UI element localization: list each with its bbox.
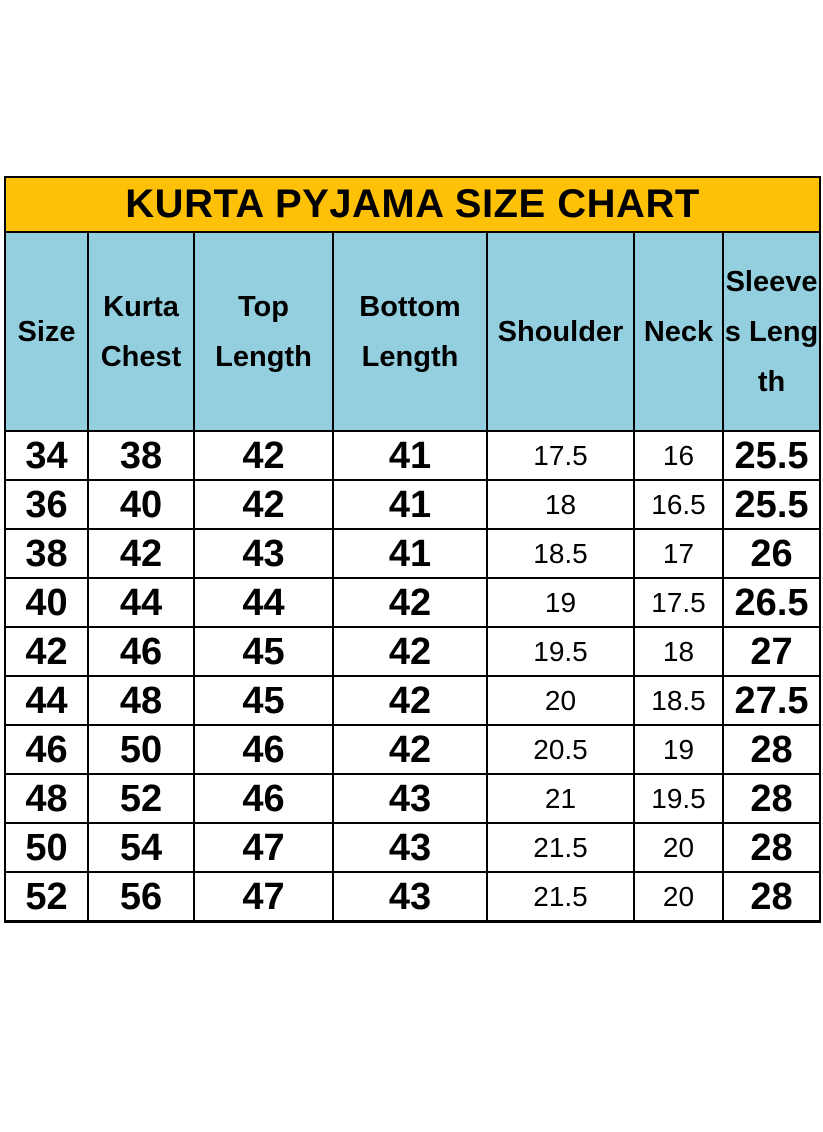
table-cell: 17.5 xyxy=(633,577,724,628)
table-cell: 43 xyxy=(332,822,488,873)
table-cell: 19 xyxy=(486,577,635,628)
table-cell: 43 xyxy=(332,871,488,923)
table-cell: 19.5 xyxy=(633,773,724,824)
table-cell: 42 xyxy=(4,626,89,677)
table-cell: 28 xyxy=(721,822,822,873)
table-cell: 52 xyxy=(4,871,89,923)
table-cell: 25.5 xyxy=(721,479,822,530)
table-cell: 20.5 xyxy=(486,724,635,775)
table-cell: 16.5 xyxy=(633,479,724,530)
table-cell: 28 xyxy=(721,871,822,923)
table-cell: 48 xyxy=(4,773,89,824)
table-cell: 27 xyxy=(721,626,822,677)
table-cell: 52 xyxy=(87,773,195,824)
table-cell: 54 xyxy=(87,822,195,873)
table-cell: 21.5 xyxy=(486,871,635,923)
table-cell: 44 xyxy=(193,577,334,628)
table-row: 34 38 42 41 17.5 16 25.5 xyxy=(4,430,822,481)
table-cell: 40 xyxy=(87,479,195,530)
table-cell: 17 xyxy=(633,528,724,579)
table-cell: 21.5 xyxy=(486,822,635,873)
table-cell: 42 xyxy=(87,528,195,579)
table-cell: 42 xyxy=(332,675,488,726)
table-row: 52 56 47 43 21.5 20 28 xyxy=(4,871,822,923)
table-row: 40 44 44 42 19 17.5 26.5 xyxy=(4,577,822,628)
table-cell: 18 xyxy=(486,479,635,530)
table-body: 34 38 42 41 17.5 16 25.5 36 40 42 41 18 16.5 25.5 38 42… xyxy=(4,430,822,923)
table-cell: 34 xyxy=(4,430,89,481)
table-cell: 16 xyxy=(633,430,724,481)
chart-title: KURTA PYJAMA SIZE CHART xyxy=(3,176,822,233)
column-header-size: Size xyxy=(4,231,89,432)
size-chart: KURTA PYJAMA SIZE CHART Size Kurta Chest… xyxy=(3,176,822,923)
table-cell: 56 xyxy=(87,871,195,923)
table-cell: 50 xyxy=(4,822,89,873)
table-cell: 17.5 xyxy=(486,430,635,481)
table-cell: 47 xyxy=(193,871,334,923)
table-cell: 50 xyxy=(87,724,195,775)
table-cell: 42 xyxy=(332,626,488,677)
table-row: 36 40 42 41 18 16.5 25.5 xyxy=(4,479,822,530)
table-cell: 41 xyxy=(332,479,488,530)
table-cell: 20 xyxy=(486,675,635,726)
header-row: Size Kurta Chest Top Length Bottom Lengt… xyxy=(4,231,822,432)
table-cell: 18.5 xyxy=(633,675,724,726)
table-cell: 46 xyxy=(193,773,334,824)
table-row: 48 52 46 43 21 19.5 28 xyxy=(4,773,822,824)
table-cell: 40 xyxy=(4,577,89,628)
column-header-sleeves-length: Sleeves Length xyxy=(721,231,822,432)
table-cell: 46 xyxy=(87,626,195,677)
table-cell: 38 xyxy=(4,528,89,579)
table-cell: 21 xyxy=(486,773,635,824)
table-cell: 19 xyxy=(633,724,724,775)
table-cell: 45 xyxy=(193,675,334,726)
table-cell: 43 xyxy=(193,528,334,579)
table-cell: 41 xyxy=(332,430,488,481)
table-cell: 42 xyxy=(332,577,488,628)
table-cell: 18 xyxy=(633,626,724,677)
table-cell: 26.5 xyxy=(721,577,822,628)
table-cell: 46 xyxy=(4,724,89,775)
table-cell: 45 xyxy=(193,626,334,677)
table-cell: 46 xyxy=(193,724,334,775)
column-header-kurta-chest: Kurta Chest xyxy=(87,231,195,432)
table-cell: 19.5 xyxy=(486,626,635,677)
column-header-bottom-length: Bottom Length xyxy=(332,231,488,432)
table-cell: 42 xyxy=(193,479,334,530)
table-cell: 18.5 xyxy=(486,528,635,579)
table-cell: 42 xyxy=(332,724,488,775)
table-cell: 36 xyxy=(4,479,89,530)
table-cell: 47 xyxy=(193,822,334,873)
table-cell: 48 xyxy=(87,675,195,726)
table-cell: 20 xyxy=(633,871,724,923)
title-row: KURTA PYJAMA SIZE CHART xyxy=(3,176,822,233)
column-header-neck: Neck xyxy=(633,231,724,432)
table-row: 42 46 45 42 19.5 18 27 xyxy=(4,626,822,677)
table-row: 50 54 47 43 21.5 20 28 xyxy=(4,822,822,873)
table-row: 38 42 43 41 18.5 17 26 xyxy=(4,528,822,579)
column-header-top-length: Top Length xyxy=(193,231,334,432)
table-cell: 43 xyxy=(332,773,488,824)
column-header-shoulder: Shoulder xyxy=(486,231,635,432)
table-cell: 26 xyxy=(721,528,822,579)
table-cell: 42 xyxy=(193,430,334,481)
table-row: 44 48 45 42 20 18.5 27.5 xyxy=(4,675,822,726)
table-cell: 44 xyxy=(4,675,89,726)
table-cell: 38 xyxy=(87,430,195,481)
table-cell: 20 xyxy=(633,822,724,873)
table-cell: 27.5 xyxy=(721,675,822,726)
size-chart-table: KURTA PYJAMA SIZE CHART Size Kurta Chest… xyxy=(3,176,822,923)
table-row: 46 50 46 42 20.5 19 28 xyxy=(4,724,822,775)
table-cell: 41 xyxy=(332,528,488,579)
table-cell: 28 xyxy=(721,724,822,775)
table-cell: 28 xyxy=(721,773,822,824)
table-cell: 25.5 xyxy=(721,430,822,481)
table-cell: 44 xyxy=(87,577,195,628)
